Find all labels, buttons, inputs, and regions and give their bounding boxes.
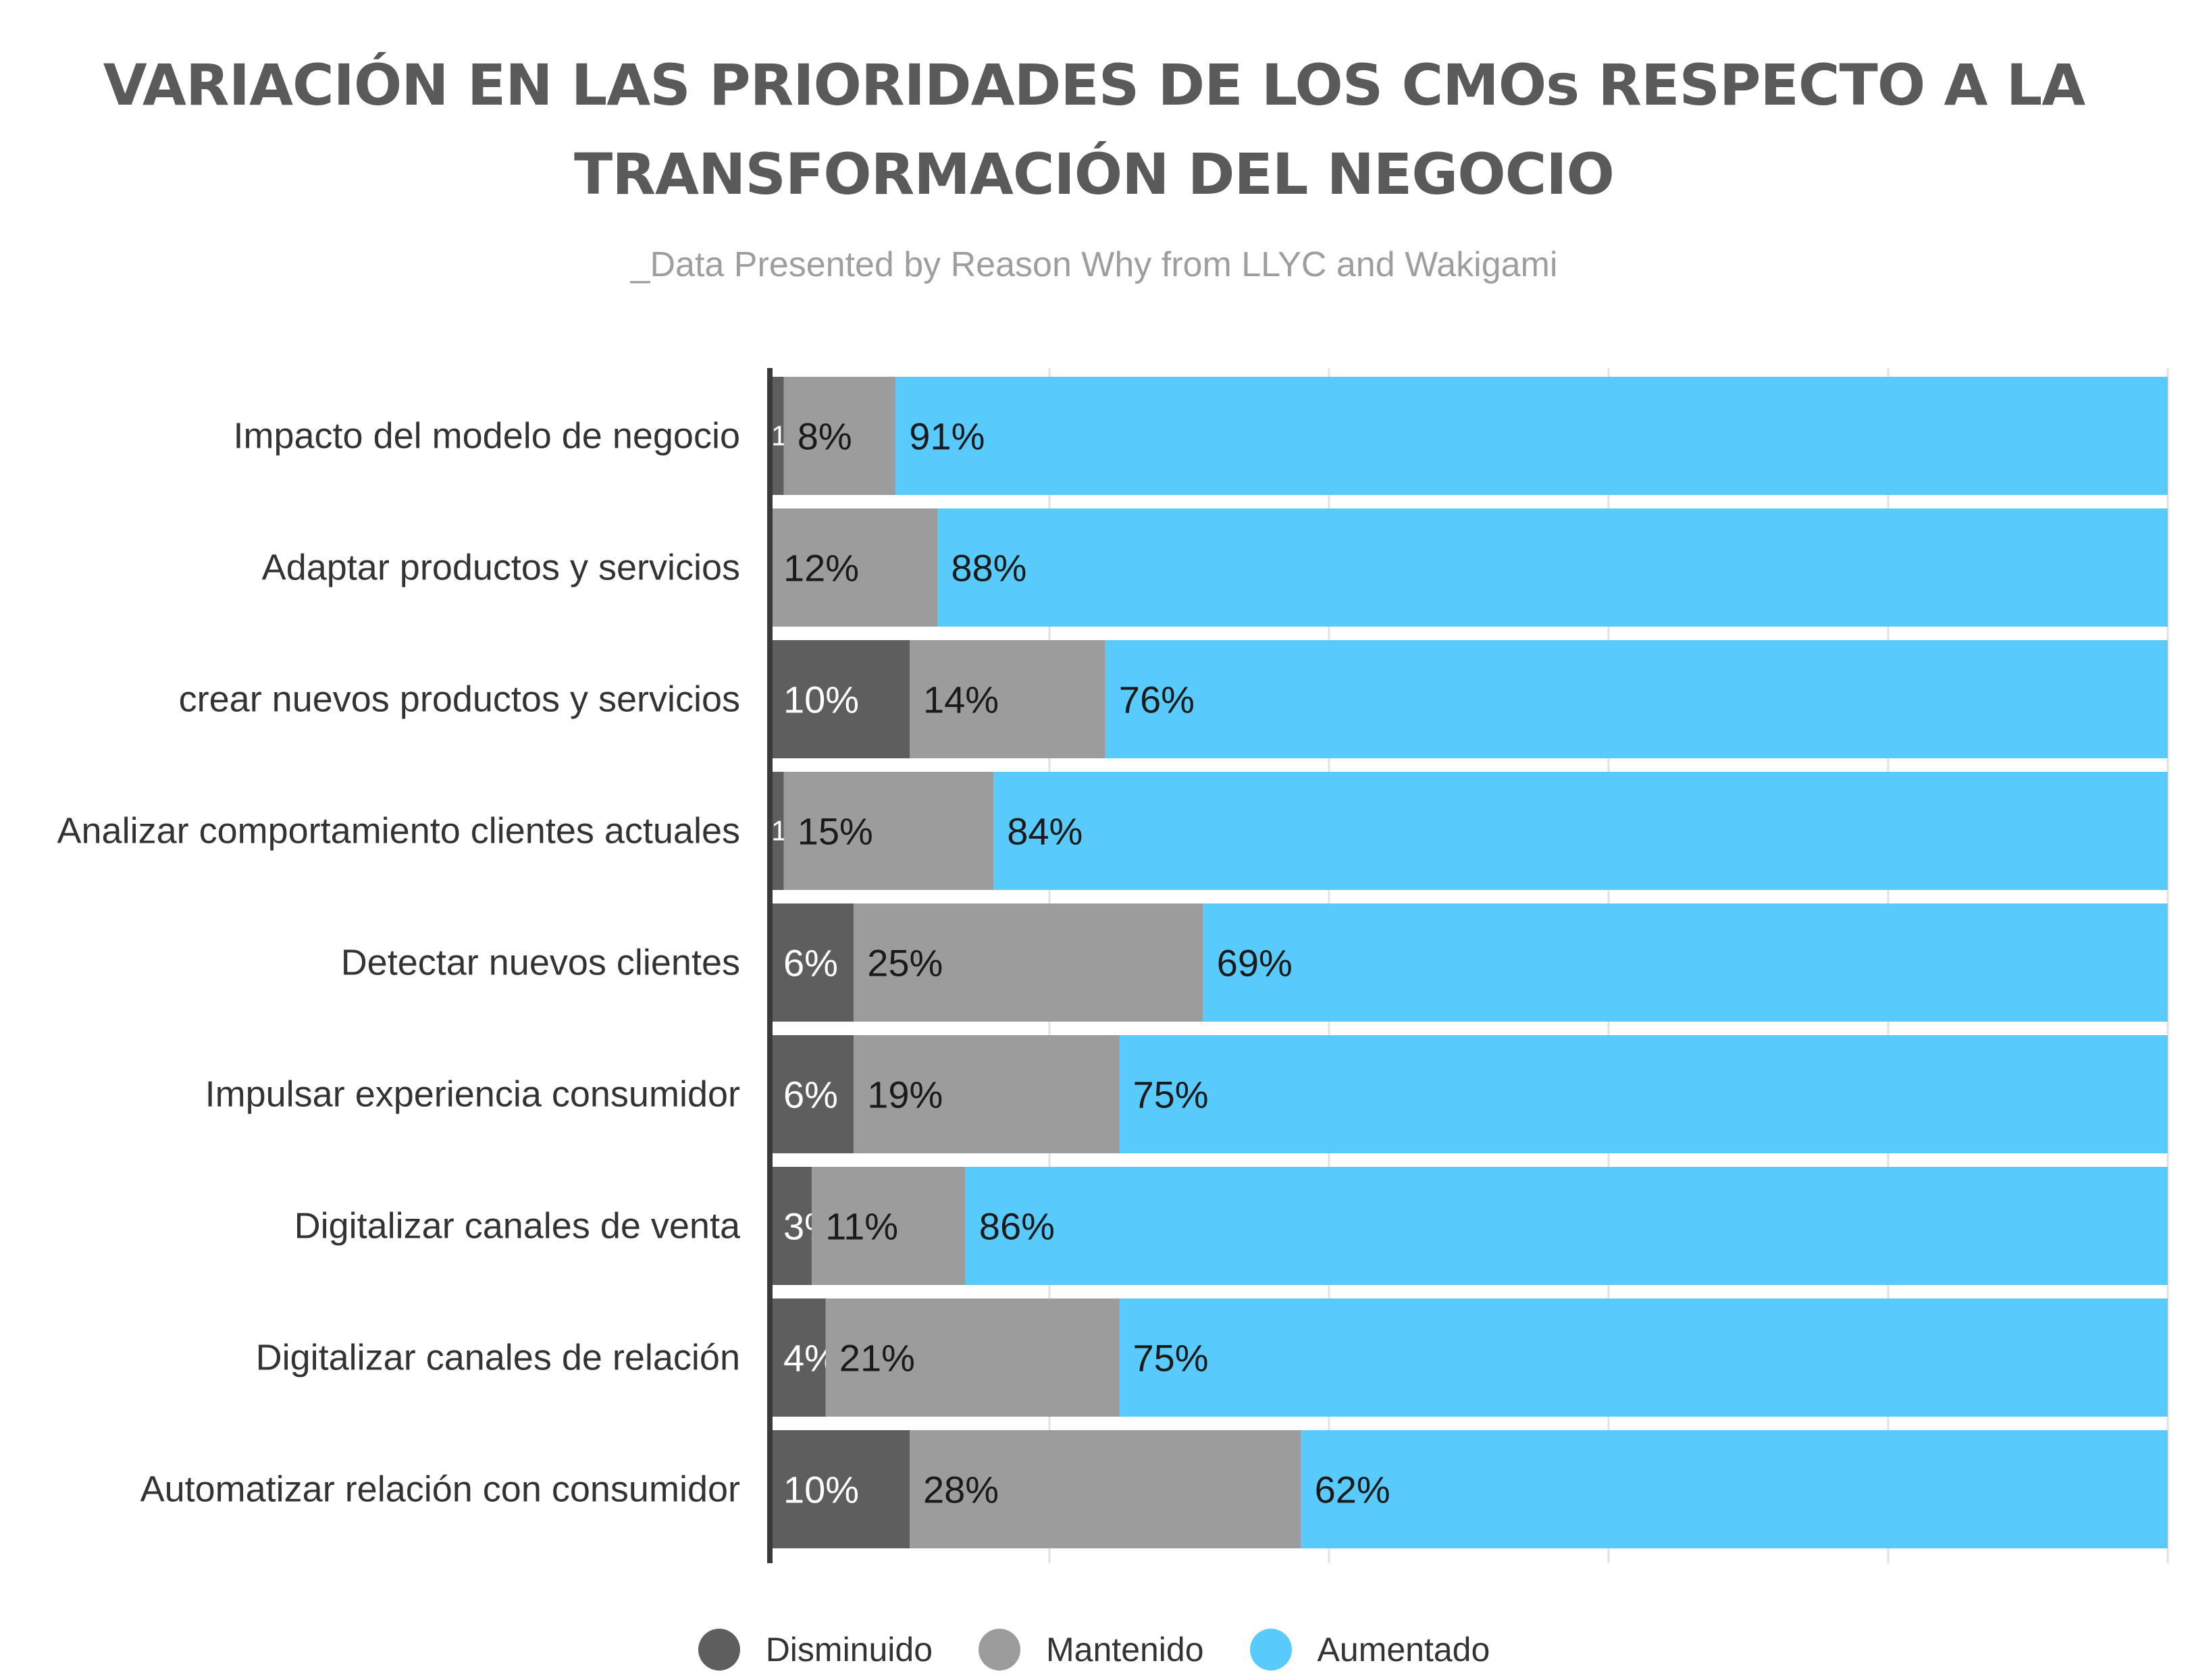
legend-swatch-mantenido <box>979 1629 1021 1671</box>
bar-segment <box>854 903 1203 1022</box>
bar-segment <box>1301 1430 2168 1548</box>
bar-segment <box>895 377 2168 495</box>
data-label: 12% <box>783 547 859 589</box>
bar-segment <box>910 1430 1301 1548</box>
bar-segment <box>1119 1298 2168 1417</box>
data-label: 15% <box>798 810 873 853</box>
bar-segment <box>770 508 938 627</box>
bar-segment <box>770 772 784 890</box>
data-label: 76% <box>1119 679 1195 721</box>
data-label: 84% <box>1007 810 1083 853</box>
data-label: 8% <box>798 415 852 458</box>
chart-title-line-1: VARIACIÓN EN LAS PRIORIDADES DE LOS CMOs… <box>103 52 2086 118</box>
bar-segment <box>770 640 910 758</box>
bar-segment <box>965 1167 2168 1285</box>
data-label: 62% <box>1315 1469 1390 1511</box>
bar-segment <box>937 508 2168 627</box>
data-label: 28% <box>923 1469 999 1511</box>
bar-segment <box>1203 903 2168 1022</box>
category-label: Analizar comportamiento clientes actuale… <box>57 811 741 851</box>
bar-segment <box>910 640 1105 758</box>
category-label: Detectar nuevos clientes <box>341 943 740 983</box>
bar-segment <box>770 1430 910 1548</box>
bar-segment <box>825 1298 1120 1417</box>
legend-item-aumentado: Aumentado <box>1249 1629 1490 1671</box>
legend-label-disminuido: Disminuido <box>765 1631 933 1669</box>
category-label: Digitalizar canales de venta <box>294 1206 741 1246</box>
bar-segment <box>770 1035 854 1153</box>
data-label: 86% <box>979 1205 1055 1248</box>
bar-segment <box>783 377 896 495</box>
data-label: 6% <box>783 1074 838 1116</box>
category-label: Automatizar relación con consumidor <box>140 1469 740 1510</box>
data-label: 88% <box>951 547 1026 589</box>
chart-title: VARIACIÓN EN LAS PRIORIDADES DE LOS CMOs… <box>0 41 2188 219</box>
legend-item-disminuido: Disminuido <box>698 1629 933 1671</box>
data-label: 25% <box>867 942 943 985</box>
data-label: 10% <box>783 679 859 721</box>
data-label: 75% <box>1133 1337 1209 1380</box>
data-label: 10% <box>783 1469 859 1511</box>
legend: Disminuido Mantenido Aumentado <box>0 1619 2188 1680</box>
bar-segment <box>993 772 2168 890</box>
data-label: 91% <box>909 415 985 458</box>
chart-subtitle: _Data Presented by Reason Why from LLYC … <box>630 245 1558 284</box>
category-label: Impacto del modelo de negocio <box>234 416 741 456</box>
bar-segment <box>1119 1035 2168 1153</box>
category-label: Digitalizar canales de relación <box>256 1338 740 1378</box>
data-label: 21% <box>839 1337 915 1380</box>
legend-label-aumentado: Aumentado <box>1317 1631 1490 1669</box>
data-label: 11% <box>825 1205 898 1248</box>
data-label: 19% <box>867 1074 943 1116</box>
bar-segment <box>812 1167 966 1285</box>
bar-segment <box>770 1298 826 1417</box>
data-label: 6% <box>783 942 838 985</box>
bar-segment <box>854 1035 1120 1153</box>
data-label: 14% <box>923 679 999 721</box>
bar-segment <box>783 772 994 890</box>
legend-swatch-aumentado <box>1249 1629 1292 1671</box>
category-label: Adaptar productos y servicios <box>262 548 740 588</box>
bar-segment <box>770 903 854 1022</box>
legend-label-mantenido: Mantenido <box>1046 1631 1204 1669</box>
bar-segment <box>770 377 784 495</box>
chart-title-line-2: TRANSFORMACIÓN DEL NEGOCIO <box>574 141 1615 207</box>
data-label: 69% <box>1217 942 1293 985</box>
legend-item-mantenido: Mantenido <box>979 1629 1204 1671</box>
data-label: 75% <box>1133 1074 1209 1116</box>
legend-swatch-disminuido <box>698 1629 740 1671</box>
category-label: crear nuevos productos y servicios <box>179 679 740 720</box>
category-label: Impulsar experiencia consumidor <box>205 1074 740 1115</box>
bar-segment <box>1105 640 2168 758</box>
bar-segment <box>770 1167 812 1285</box>
